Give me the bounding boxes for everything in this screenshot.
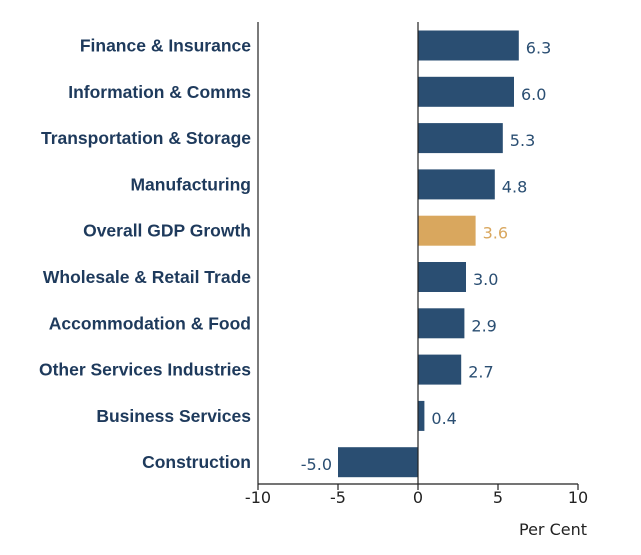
x-tick-label: -5 (330, 488, 346, 507)
bars-group (338, 30, 519, 478)
bar-information-and-comms (418, 76, 514, 107)
value-labels: 6.3 6.0 5.3 4.8 3.6 3.0 2.9 2.7 0.4 -5.0 (301, 39, 551, 475)
category-label-other-services-industries: Other Services Industries (39, 360, 251, 380)
value-label-wholesale-and-retail-trade: 3.0 (473, 270, 498, 289)
bar-finance-and-insurance (418, 30, 519, 61)
bar-manufacturing (418, 169, 495, 200)
value-label-information-and-comms: 6.0 (521, 85, 546, 104)
value-label-business-services: 0.4 (431, 409, 456, 428)
bar-other-services-industries (418, 354, 462, 385)
value-label-construction: -5.0 (301, 455, 332, 474)
x-axis-title: Per Cent (519, 520, 587, 539)
value-label-transportation-and-storage: 5.3 (510, 131, 535, 150)
bar-accommodation-and-food (418, 308, 465, 339)
bar-transportation-and-storage (418, 123, 503, 154)
category-labels: Finance & Insurance Information & Comms Tr… (39, 36, 251, 473)
category-label-business-services: Business Services (96, 406, 251, 426)
value-label-manufacturing: 4.8 (502, 177, 527, 196)
bar-business-services (418, 400, 425, 431)
category-label-wholesale-and-retail-trade: Wholesale & Retail Trade (43, 267, 251, 287)
value-label-overall-gdp-growth: 3.6 (483, 224, 508, 243)
category-label-transportation-and-storage: Transportation & Storage (41, 128, 251, 148)
value-label-accommodation-and-food: 2.9 (471, 316, 496, 335)
bar-overall-gdp-growth (418, 215, 476, 246)
x-tick-label: 5 (493, 488, 503, 507)
category-label-manufacturing: Manufacturing (130, 174, 251, 194)
category-label-finance-and-insurance: Finance & Insurance (80, 36, 251, 56)
x-tick-label: 10 (568, 488, 588, 507)
category-label-overall-gdp-growth: Overall GDP Growth (83, 221, 251, 241)
x-axis-ticks: -10 -5 0 5 10 (245, 484, 588, 507)
x-tick-label: 0 (413, 488, 423, 507)
x-tick-label: -10 (245, 488, 271, 507)
category-label-construction: Construction (142, 452, 251, 472)
category-label-accommodation-and-food: Accommodation & Food (49, 313, 251, 333)
bar-construction (338, 447, 418, 478)
category-label-information-and-comms: Information & Comms (68, 82, 251, 102)
value-label-finance-and-insurance: 6.3 (526, 39, 551, 58)
value-label-other-services-industries: 2.7 (468, 363, 493, 382)
bar-wholesale-and-retail-trade (418, 262, 466, 292)
